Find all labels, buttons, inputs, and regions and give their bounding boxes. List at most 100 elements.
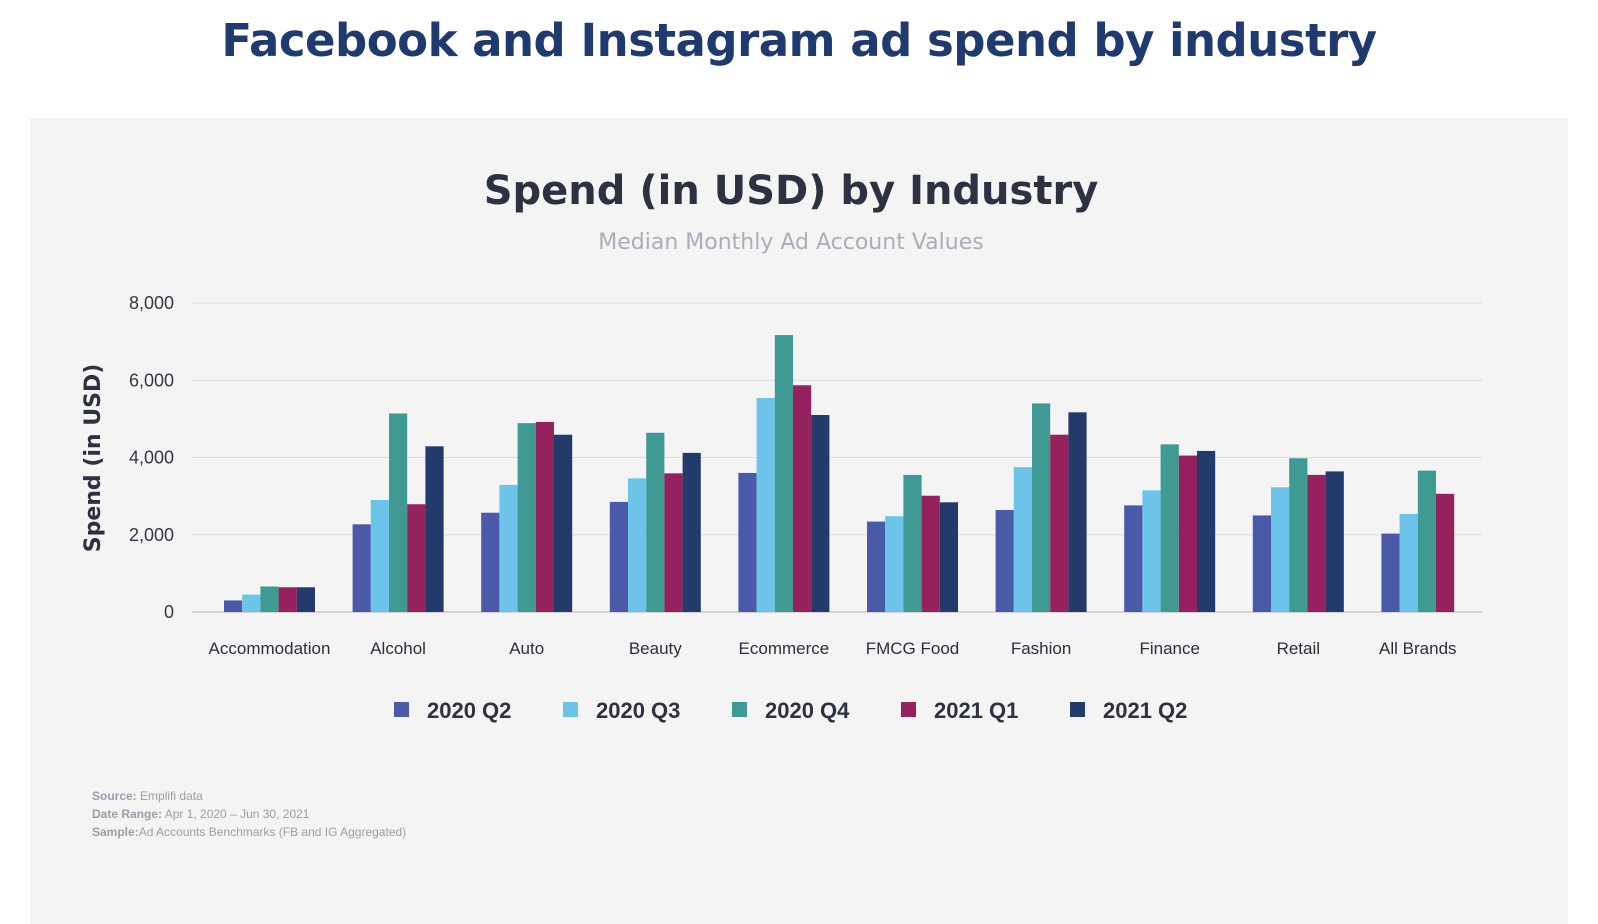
bar-group (995, 403, 1087, 612)
legend-swatch (1070, 702, 1085, 717)
bar (1068, 412, 1087, 612)
date-range-key: Date Range: (92, 807, 162, 821)
bar (352, 524, 371, 612)
legend-item: 2021 Q1 (901, 698, 1018, 723)
legend-swatch (394, 702, 409, 717)
bar (1160, 444, 1179, 612)
bar (278, 587, 297, 612)
legend-swatch (901, 702, 916, 717)
bar (517, 423, 536, 612)
date-range-line: Date Range: Apr 1, 2020 – Jun 30, 2021 (92, 807, 310, 821)
bar (1417, 470, 1436, 612)
bar (1289, 458, 1308, 612)
x-tick-label: Accommodation (209, 639, 331, 658)
y-tick-label: 0 (164, 602, 174, 622)
chart-panel: Spend (in USD) by Industry Median Monthl… (30, 118, 1568, 924)
page-title: Facebook and Instagram ad spend by indus… (221, 14, 1377, 67)
source-key: Source: (92, 789, 137, 803)
chart-subtitle: Median Monthly Ad Account Values (598, 230, 983, 255)
bar (481, 512, 500, 612)
bar (1032, 403, 1051, 612)
legend-label: 2021 Q2 (1103, 698, 1187, 723)
bar (774, 335, 793, 612)
bar (646, 432, 665, 612)
x-tick-label: Retail (1277, 639, 1320, 658)
bar (1124, 505, 1143, 612)
bar (682, 452, 701, 612)
legend-item: 2020 Q4 (732, 698, 850, 723)
bar-group (352, 413, 444, 612)
bar (793, 385, 812, 612)
bar (1197, 450, 1216, 612)
category-labels: Accommodation Alcohol Auto Beauty Ecommerce F… (209, 639, 1457, 658)
legend: 2020 Q2 2020 Q3 2020 Q4 2021 Q1 2021 Q2 (394, 698, 1187, 723)
date-range-value: Apr 1, 2020 – Jun 30, 2021 (162, 807, 310, 821)
legend-label: 2020 Q3 (596, 698, 680, 723)
bar (1307, 474, 1326, 612)
source-notes: Source: Emplifi data Date Range: Apr 1, … (92, 789, 406, 839)
bar (1271, 487, 1290, 612)
x-tick-label: Fashion (1011, 639, 1071, 658)
bar (1325, 471, 1344, 612)
y-tick-label: 2,000 (129, 525, 174, 545)
bar (738, 472, 757, 612)
x-tick-label: Alcohol (370, 639, 426, 658)
legend-item: 2020 Q3 (563, 698, 680, 723)
bar (1142, 490, 1161, 612)
legend-label: 2021 Q1 (934, 698, 1018, 723)
legend-swatch (563, 702, 578, 717)
bar (609, 501, 628, 612)
legend-swatch (732, 702, 747, 717)
x-tick-label: All Brands (1379, 639, 1456, 658)
sample-key: Sample: (92, 825, 139, 839)
bar (499, 484, 518, 612)
bar-chart: Spend (in USD) by Industry Median Monthl… (81, 168, 1482, 839)
bar (1436, 493, 1455, 612)
x-tick-label: Beauty (629, 639, 682, 658)
legend-label: 2020 Q4 (765, 698, 850, 723)
source-line: Source: Emplifi data (92, 789, 203, 803)
bar (389, 413, 408, 612)
bar (296, 587, 315, 612)
sample-line: Sample:Ad Accounts Benchmarks (FB and IG… (92, 825, 406, 839)
bar (1050, 434, 1069, 612)
bar (407, 504, 426, 612)
bar-group (867, 474, 958, 612)
bar (224, 600, 243, 612)
bar (1381, 533, 1400, 612)
bar (370, 499, 389, 612)
bar (811, 415, 830, 612)
chart-title: Spend (in USD) by Industry (484, 168, 1099, 214)
bar-group (1252, 458, 1344, 612)
bar-group (224, 586, 315, 612)
y-tick-label: 6,000 (129, 370, 174, 390)
bar (756, 398, 775, 612)
bar-group (609, 432, 701, 612)
bar (554, 434, 573, 612)
bar-group (481, 421, 573, 612)
bars-layer (224, 335, 1455, 612)
bar (1013, 467, 1032, 612)
bar (885, 516, 904, 612)
y-tick-label: 4,000 (129, 448, 174, 468)
x-tick-label: Ecommerce (739, 639, 830, 658)
bar (242, 594, 261, 612)
bar (903, 474, 922, 612)
legend-item: 2021 Q2 (1070, 698, 1187, 723)
bar (535, 421, 554, 612)
source-value: Emplifi data (137, 789, 203, 803)
y-axis-title: Spend (in USD) (81, 364, 106, 553)
bar (939, 502, 958, 612)
legend-label: 2020 Q2 (427, 698, 511, 723)
bar (1399, 513, 1418, 612)
bar (921, 495, 940, 612)
bar (260, 586, 279, 612)
x-tick-label: Finance (1139, 639, 1199, 658)
bar-group (1381, 470, 1455, 612)
x-tick-label: Auto (509, 639, 544, 658)
bar-group (738, 335, 830, 612)
bar (628, 478, 647, 612)
bar-group (1124, 444, 1216, 612)
bar (1252, 515, 1271, 612)
bar (425, 446, 444, 612)
